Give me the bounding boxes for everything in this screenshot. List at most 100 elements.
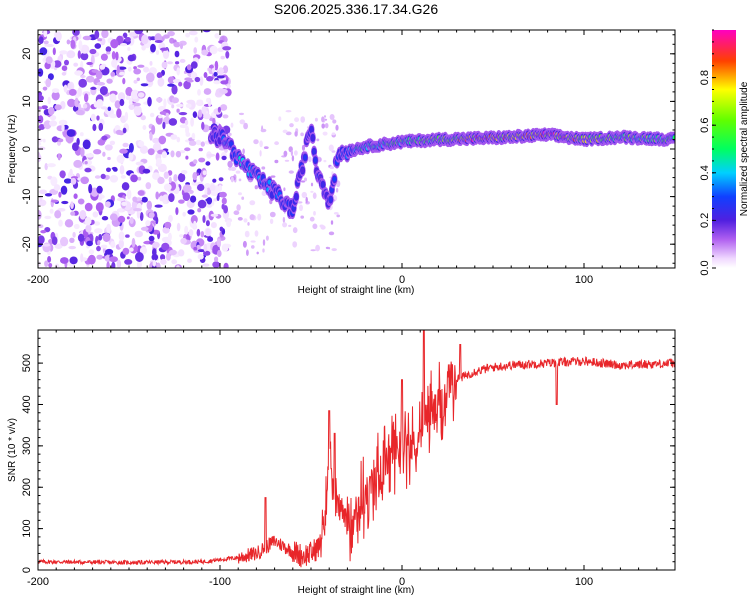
heatmap-cell [114,100,121,109]
heatmap-cell [38,199,47,207]
heatmap-cell [69,168,73,176]
heatmap-cell [190,71,198,80]
y-tick-label: 20 [21,48,33,60]
heatmap-cell [315,244,320,252]
heatmap-cell [38,235,45,244]
heatmap-cell [205,97,211,103]
heatmap-cell [203,243,208,252]
heatmap-cell [147,96,152,107]
heatmap-cell [88,183,93,194]
heatmap-cell [58,191,62,198]
heatmap-cell [184,147,191,152]
heatmap-cell [49,120,58,127]
heatmap-cell [267,179,272,185]
heatmap-cell [193,220,197,229]
heatmap-cell [42,86,48,91]
heatmap-cell [96,185,103,194]
heatmap-cell [61,71,67,76]
heatmap-cell [96,115,100,121]
heatmap-cell [175,61,180,65]
heatmap-cell [122,127,127,134]
heatmap-cell [111,261,116,268]
heatmap-cell [51,91,60,101]
heatmap-cell [60,185,68,195]
heatmap-cell [150,43,156,53]
chart-title: S206.2025.336.17.34.G26 [274,1,438,17]
heatmap-cell [110,39,119,49]
heatmap-cell [221,197,227,205]
snr-frame [37,329,676,571]
snr-series-line [38,330,675,568]
heatmap-cell [246,249,249,256]
heatmap-cell [54,243,63,249]
heatmap-cell [69,237,75,243]
y-tick-label: 10 [21,95,33,107]
heatmap-cell [292,227,298,234]
heatmap-cell [82,139,91,150]
heatmap-cell [87,254,96,265]
heatmap-cell [97,85,101,91]
heatmap-cell [69,256,78,265]
heatmap-cell [149,131,153,141]
heatmap-cell [312,192,317,199]
heatmap-cell [176,67,180,76]
heatmap-cell [126,216,130,220]
heatmap-cell [145,220,151,227]
heatmap-cell [104,144,113,151]
heatmap-cell [194,76,201,83]
heatmap-cell [195,139,202,146]
heatmap-cell [157,176,165,185]
heatmap-cell [215,152,220,161]
x-tick-label: 0 [399,274,405,286]
heatmap-cell [152,137,160,144]
heatmap-cell [106,78,113,84]
heatmap-cell [288,224,292,227]
heatmap-cell [253,139,259,145]
heatmap-cell [214,60,219,71]
heatmap-cell [167,170,173,176]
heatmap-cell [116,154,125,164]
heatmap-cell [141,34,149,45]
heatmap-cell [124,37,131,42]
heatmap-cell [84,202,93,212]
heatmap-cell [129,247,134,252]
heatmap-cell [47,256,52,263]
heatmap-cell [178,81,183,87]
heatmap-cell [235,170,241,174]
heatmap-cell [179,124,188,129]
heatmap-cell [128,142,134,153]
heatmap-cell [115,51,119,61]
heatmap-cell [282,216,286,223]
heatmap-cell [193,246,198,251]
spectrogram-y-axis: -20 -10 0 10 20 [21,34,675,264]
heatmap-cell [158,114,163,119]
heatmap-cell [50,115,57,121]
heatmap-cell [152,172,160,180]
heatmap-cell [77,233,85,242]
heatmap-cell [129,217,134,224]
heatmap-cell [134,30,143,35]
heatmap-cell [73,62,79,67]
heatmap-cell [118,208,123,213]
heatmap-cell [84,161,88,165]
heatmap-cell [181,170,188,175]
heatmap-cell [111,51,116,60]
x-tick-label: 0 [399,576,405,588]
heatmap-cell [192,172,198,181]
heatmap-cell [316,138,320,142]
heatmap-cell [111,59,118,68]
heatmap-cell [336,214,341,218]
heatmap-cell [94,43,102,49]
heatmap-cell [194,36,199,43]
heatmap-cell [45,78,51,88]
heatmap-cell [200,231,205,238]
heatmap-cell [212,118,216,125]
heatmap-cell [80,253,84,263]
heatmap-cell [154,40,163,43]
heatmap-cell [242,148,245,155]
heatmap-cell [77,50,81,59]
heatmap-cell [59,170,66,178]
heatmap-cell [164,221,172,229]
heatmap-cell [176,103,184,108]
heatmap-cell [44,163,48,171]
